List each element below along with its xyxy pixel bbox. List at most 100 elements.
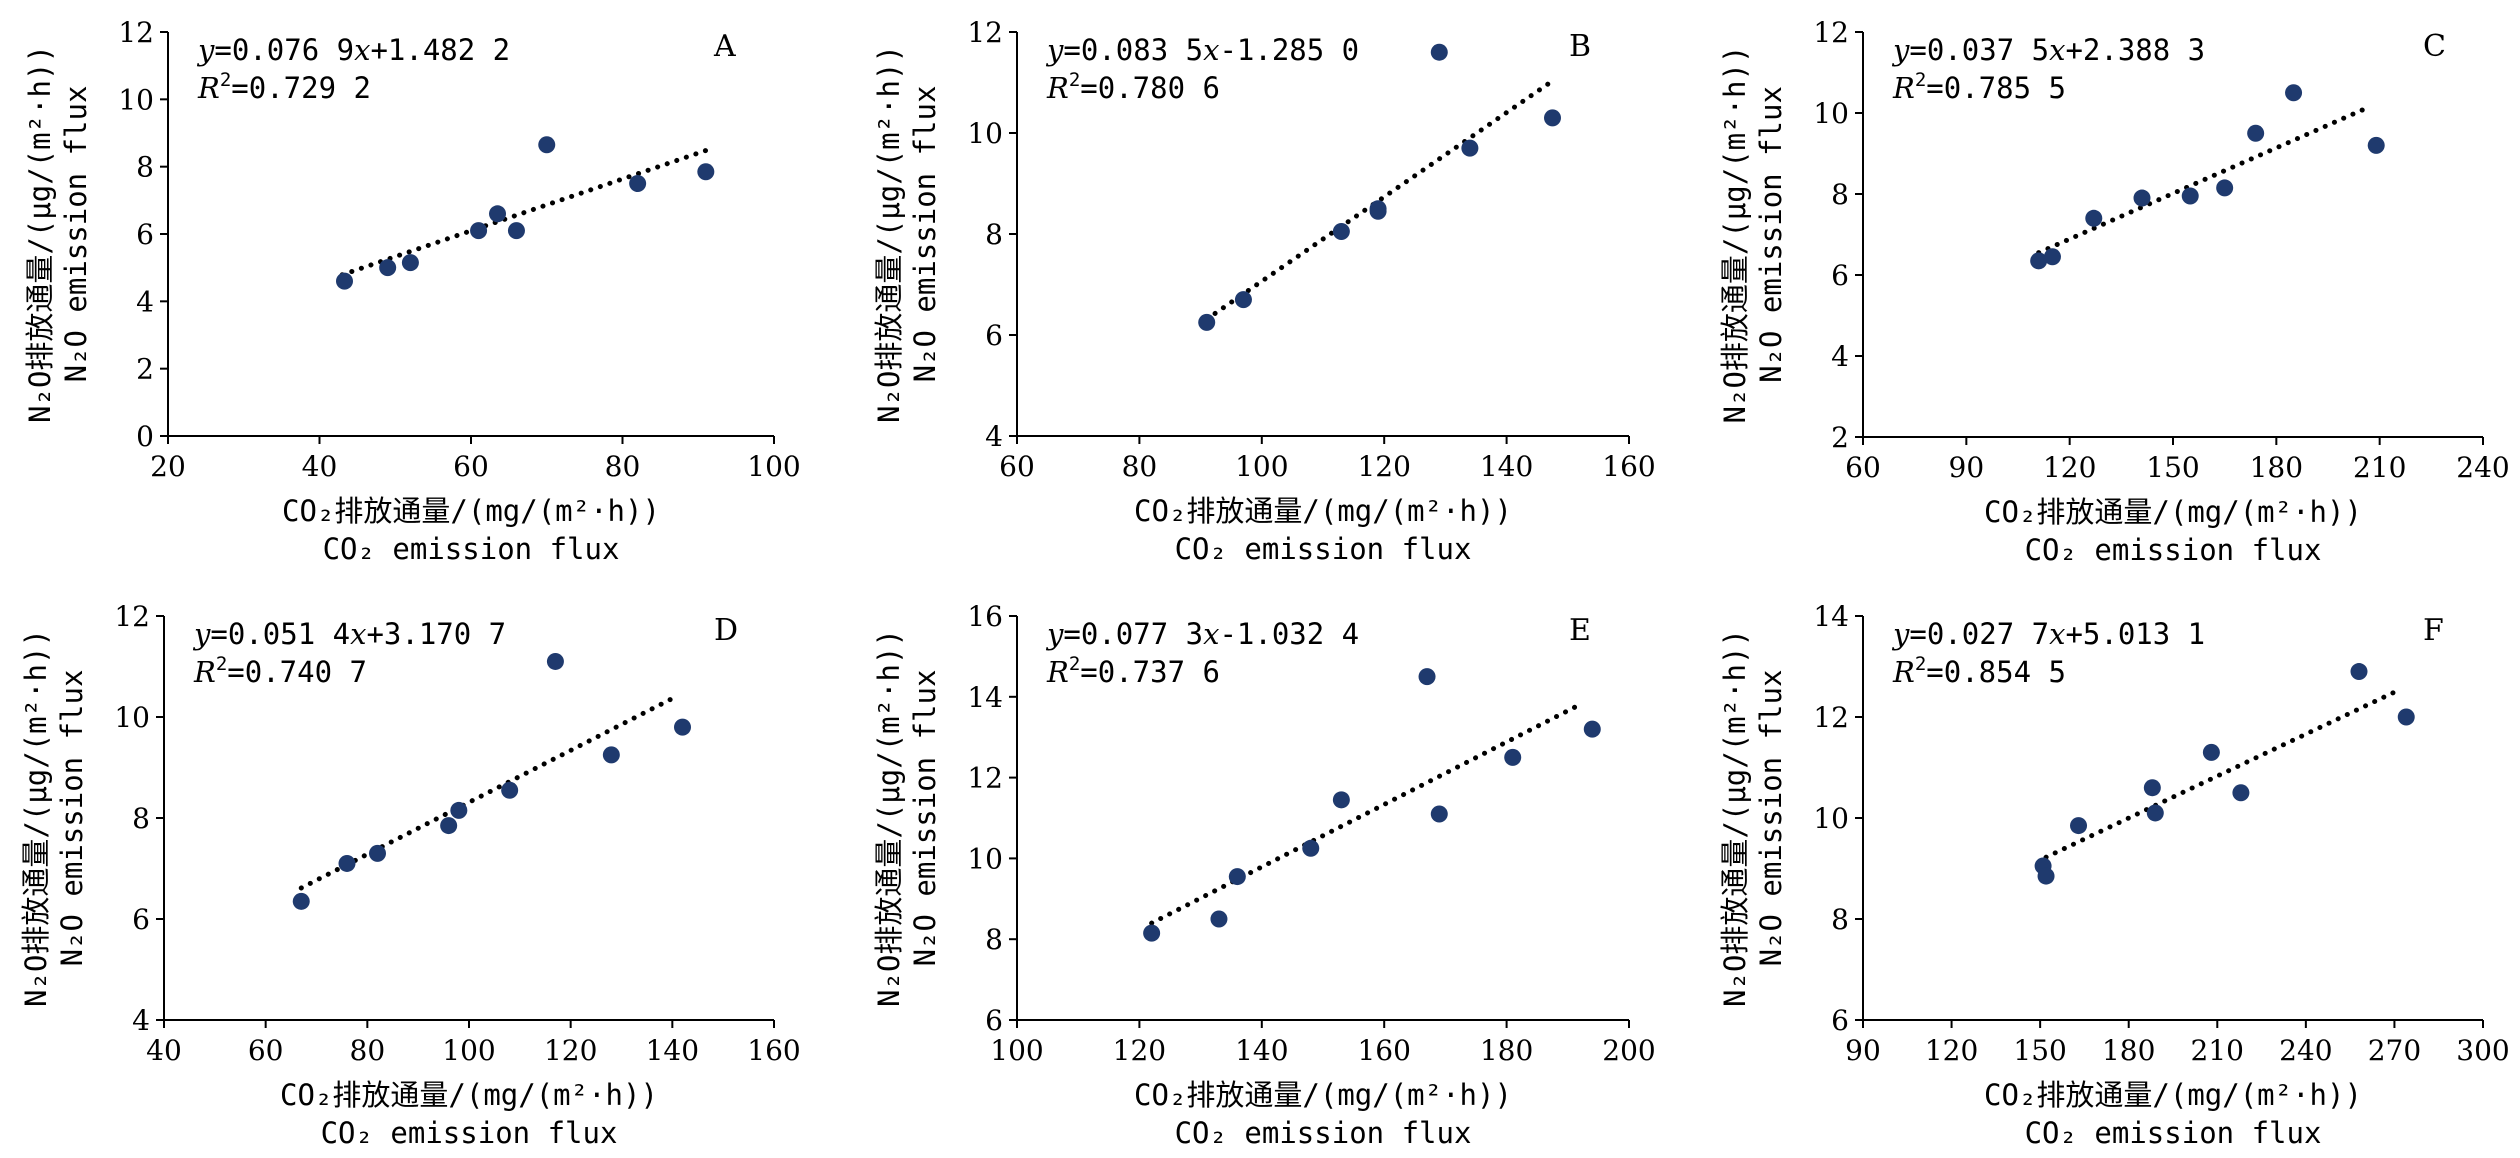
- data-point: [2043, 248, 2061, 266]
- y-tick-label: 10: [118, 83, 154, 116]
- x-tick-label: 60: [1845, 451, 1881, 484]
- panel-a: 20 40 60 80 100 0 2 4 6 8 10 12 y=0.076 9x+1.482 2R2…: [23, 16, 801, 566]
- data-point: [1544, 109, 1561, 127]
- y-tick-label: 12: [967, 762, 1003, 795]
- x-tick-label: 100: [747, 450, 800, 483]
- x-axis-label-zh: CO₂排放通量/(mg/(m²·h)): [1984, 495, 2362, 529]
- x-tick-label: 150: [2146, 451, 2199, 484]
- regression-equation: y=0.076 9x+1.482 2: [196, 33, 510, 67]
- y-tick-label: 12: [1813, 701, 1849, 734]
- y-axis-label-en: N₂O emission flux: [908, 670, 942, 967]
- panel-label: B: [1569, 29, 1591, 64]
- data-point: [2367, 136, 2385, 154]
- x-tick-label: 80: [350, 1034, 386, 1067]
- data-point: [1302, 839, 1320, 857]
- trend-line: [1149, 702, 1583, 926]
- y-tick-label: 10: [967, 842, 1003, 875]
- y-tick-label: 12: [1813, 16, 1849, 49]
- data-point: [1504, 748, 1522, 766]
- data-point: [2247, 124, 2265, 142]
- x-axis-label-zh: CO₂排放通量/(mg/(m²·h)): [1984, 1078, 2362, 1112]
- x-tick-label: 300: [2456, 1034, 2509, 1067]
- data-point: [470, 222, 488, 240]
- data-point: [2070, 817, 2088, 835]
- y-tick-label: 12: [118, 16, 154, 49]
- y-axis-label-zh: N₂O排放通量/(μg/(m²·h)): [19, 629, 53, 1007]
- data-point: [369, 844, 386, 862]
- panel-label: E: [1569, 613, 1591, 648]
- data-point: [1332, 791, 1350, 809]
- regression-equation: y=0.051 4x+3.170 7: [192, 617, 506, 651]
- x-tick-label: 80: [1122, 450, 1158, 483]
- data-point: [335, 272, 353, 290]
- x-tick-label: 210: [2191, 1034, 2244, 1067]
- data-point: [674, 718, 691, 736]
- panel-b: 60 80 100 120 140 160 4 6 8 10 12 y=0.083 5x-1.285 …: [872, 16, 1656, 566]
- y-tick-label: 16: [967, 600, 1003, 633]
- y-tick-label: 6: [132, 903, 150, 936]
- y-tick-label: 2: [1831, 421, 1849, 454]
- panel-e: 100 120 140 160 180 200 6 8 10 12 14 16 y=0.077 3x-1…: [872, 600, 1656, 1150]
- x-tick-label: 40: [302, 450, 338, 483]
- x-tick-label: 60: [999, 450, 1035, 483]
- x-tick-label: 140: [1235, 1034, 1288, 1067]
- regression-equation: y=0.083 5x-1.285 0: [1045, 33, 1359, 67]
- data-point: [538, 136, 556, 154]
- x-tick-label: 60: [453, 450, 489, 483]
- data-point: [489, 205, 507, 223]
- y-axis-label-zh: N₂O排放通量/(μg/(m²·h)): [1718, 46, 1752, 424]
- y-tick-label: 6: [985, 319, 1003, 352]
- x-tick-label: 140: [646, 1034, 699, 1067]
- x-tick-label: 240: [2456, 451, 2509, 484]
- y-tick-label: 10: [1813, 802, 1849, 835]
- x-axis-label-en: CO₂ emission flux: [2025, 1116, 2322, 1150]
- r-squared: R2=0.737 6: [1046, 653, 1220, 689]
- y-tick-label: 6: [985, 1004, 1003, 1037]
- data-point: [2085, 209, 2103, 227]
- data-point: [1228, 868, 1246, 886]
- data-point: [450, 801, 468, 819]
- panel-f: 90 120 150 180 210 240 270 300 6 8 10 12 14 y=0.027 7…: [1718, 600, 2510, 1150]
- x-tick-label: 100: [990, 1034, 1043, 1067]
- y-tick-label: 0: [136, 420, 154, 453]
- x-tick-label: 200: [1602, 1034, 1655, 1067]
- data-point: [2285, 84, 2303, 102]
- x-axis-label-en: CO₂ emission flux: [1175, 532, 1472, 566]
- data-point: [1430, 43, 1448, 61]
- y-tick-label: 4: [1831, 340, 1849, 373]
- x-tick-label: 180: [1480, 1034, 1533, 1067]
- y-tick-label: 8: [136, 151, 154, 184]
- y-axis-label-zh: N₂O排放通量/(μg/(m²·h)): [1718, 629, 1752, 1007]
- data-point: [2232, 784, 2250, 802]
- y-axis-label-en: N₂O emission flux: [908, 86, 942, 383]
- panel-label: A: [713, 29, 736, 64]
- y-axis-label-en: N₂O emission flux: [1754, 670, 1788, 967]
- data-point: [2181, 187, 2199, 205]
- panel-label: C: [2423, 29, 2446, 64]
- data-point: [2030, 252, 2048, 270]
- regression-equation: y=0.037 5x+2.388 3: [1891, 33, 2205, 67]
- y-tick-label: 8: [985, 218, 1003, 251]
- panel-d: 40 60 80 100 120 140 160 4 6 8 10 12 y=0.051 4x+3.17…: [19, 600, 801, 1150]
- data-point: [1198, 313, 1216, 331]
- y-tick-label: 4: [132, 1004, 150, 1037]
- y-tick-label: 4: [136, 285, 154, 318]
- x-tick-label: 120: [2043, 451, 2096, 484]
- x-tick-label: 120: [1113, 1034, 1166, 1067]
- data-point: [501, 781, 519, 799]
- data-point: [1461, 139, 1479, 157]
- data-point: [1332, 222, 1350, 240]
- panel-c: 60 90 120 150 180 210 240 2 4 6 8 10 12 y=0.037 5x+2.…: [1718, 16, 2510, 567]
- data-point: [1583, 720, 1601, 738]
- y-tick-label: 6: [1831, 259, 1849, 292]
- y-tick-label: 10: [967, 117, 1003, 150]
- panel-label: F: [2423, 613, 2444, 648]
- y-tick-label: 14: [967, 681, 1003, 714]
- y-tick-label: 8: [985, 923, 1003, 956]
- x-tick-label: 90: [1845, 1034, 1881, 1067]
- y-axis-label-en: N₂O emission flux: [55, 670, 89, 967]
- data-point: [2037, 867, 2055, 885]
- data-point: [1234, 291, 1252, 309]
- x-tick-label: 140: [1480, 450, 1533, 483]
